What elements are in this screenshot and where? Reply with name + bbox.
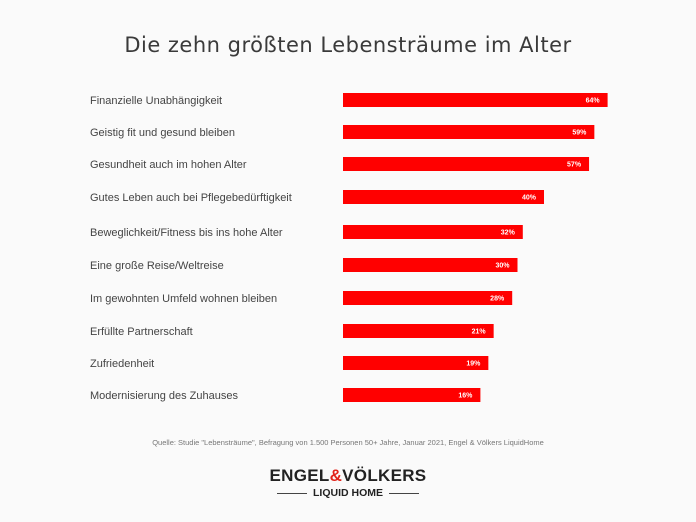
value-label: 32%	[501, 230, 516, 237]
bar	[343, 258, 518, 272]
logo-ampersand: &	[329, 466, 343, 485]
category-label: Im gewohnten Umfeld wohnen bleiben	[90, 293, 277, 305]
value-label: 16%	[458, 393, 473, 400]
logo-divider	[277, 492, 307, 494]
bar	[343, 291, 513, 305]
bar	[343, 324, 494, 338]
logo-text-2: VÖLKERS	[342, 466, 427, 485]
category-label: Erfüllte Partnerschaft	[90, 326, 193, 338]
bar	[343, 125, 595, 139]
bar	[343, 93, 608, 107]
category-label: Modernisierung des Zuhauses	[90, 390, 238, 402]
logo-subtitle: LIQUID HOME	[313, 487, 383, 499]
source-note: Quelle: Studie "Lebensträume", Befragung…	[152, 438, 544, 447]
category-label: Geistig fit und gesund bleiben	[90, 127, 235, 139]
value-label: 40%	[522, 195, 537, 202]
category-label: Gesundheit auch im hohen Alter	[90, 159, 247, 171]
bar-chart: Finanzielle Unabhängigkeit 64% Geistig fit…	[90, 93, 608, 402]
value-label: 19%	[466, 361, 481, 368]
category-label: Zufriedenheit	[90, 358, 154, 370]
logo-divider	[389, 492, 419, 494]
bar	[343, 388, 481, 402]
value-label: 28%	[490, 296, 505, 303]
value-label: 21%	[472, 329, 487, 336]
logo: ENGEL&VÖLKERS LIQUID HOME	[0, 466, 696, 499]
chart-title: Die zehn größten Lebensträume im Alter	[124, 33, 572, 57]
category-label: Beweglichkeit/Fitness bis ins hohe Alter	[90, 227, 283, 239]
logo-text-1: ENGEL	[269, 466, 330, 485]
category-label: Gutes Leben auch bei Pflegebedürftigkeit	[90, 192, 292, 204]
value-label: 64%	[586, 98, 601, 105]
value-label: 59%	[572, 130, 587, 137]
bar	[343, 356, 489, 370]
category-label: Eine große Reise/Weltreise	[90, 260, 224, 272]
bar	[343, 225, 523, 239]
bar	[343, 157, 590, 171]
bar	[343, 190, 544, 204]
category-label: Finanzielle Unabhängigkeit	[90, 95, 222, 107]
value-label: 57%	[567, 162, 582, 169]
value-label: 30%	[495, 263, 510, 270]
